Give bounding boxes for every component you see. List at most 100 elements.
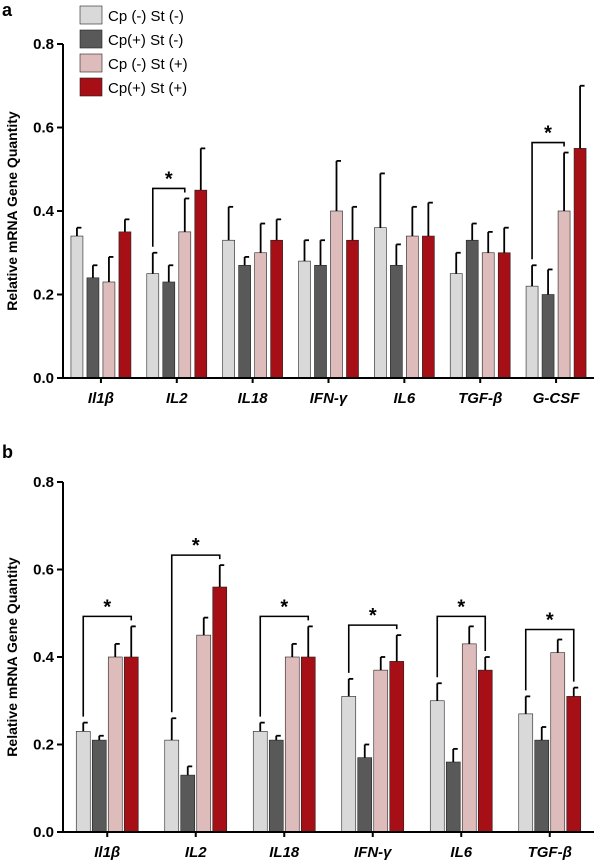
panel-b-bar-il6-s1	[429, 700, 445, 833]
panel-b-bar-tgf-s2	[534, 739, 550, 833]
panel-b-ytick-label: 0.4	[33, 649, 55, 666]
panel-a-bar-il1-s4	[118, 231, 132, 379]
panel-b-bar-il2-s3	[196, 634, 212, 833]
panel-b-bar-il18-s4	[300, 656, 316, 833]
panel-a-category-label-tgf: TGF-β	[458, 390, 502, 407]
legend-label-3: Cp (-) St (+)	[108, 56, 188, 73]
panel-a-y-axis-label: Relative mRNA Gene Quantity	[4, 111, 20, 311]
panel-b-significance-bracket	[259, 615, 310, 717]
panel-b-bar-ifn-s1	[341, 696, 357, 833]
panel-b-significance-label: *	[457, 596, 465, 618]
panel-a-bar-il18-s3	[254, 252, 267, 379]
panel-b-bar-tgf-s4	[566, 696, 582, 833]
panel-a-category-label-g-csf: G-CSF	[533, 390, 581, 407]
panel-b-bar-il1-s3	[107, 656, 123, 833]
panel-a-bar-il6-s4	[422, 235, 435, 379]
panel-a-bar-il2-s1	[146, 273, 160, 379]
panel-b-category-label-tgf: TGF-β	[528, 844, 572, 861]
panel-a-category-label-ifn: IFN-γ	[310, 390, 349, 407]
legend-swatch-1	[79, 5, 103, 25]
panel-b-significance-bracket	[436, 615, 487, 678]
panel-a-bar-il18-s4	[270, 239, 283, 379]
panel-b-category-label-il18: IL18	[269, 844, 300, 861]
panel-a-category-label-il6: IL6	[394, 390, 416, 407]
panel-a-bar-il2-s2	[162, 281, 176, 379]
legend-label-2: Cp(+) St (-)	[108, 32, 183, 49]
panel-a-bar-il6-s1	[374, 227, 387, 379]
panel-a-letter: a	[2, 0, 13, 20]
panel-b-bar-il1-s1	[75, 731, 91, 833]
panel-a-category-label-il18: IL18	[238, 390, 269, 407]
panel-a-bar-il6-s3	[406, 235, 419, 379]
panel-b-bar-il2-s1	[164, 739, 180, 833]
panel-b-bar-ifn-s3	[373, 669, 389, 833]
panel-b-bar-il18-s1	[252, 731, 268, 833]
panel-a-bar-g-csf-s1	[525, 285, 539, 379]
panel-b-bar-il6-s4	[477, 669, 493, 833]
panel-b-bar-il6-s2	[445, 761, 461, 833]
legend-swatch-4	[79, 77, 103, 97]
panel-b-significance-label: *	[103, 596, 111, 618]
legend-swatch-2	[79, 29, 103, 49]
panel-a-bar-il2-s4	[194, 189, 208, 379]
panel-a-bar-il2-s3	[178, 231, 192, 379]
panel-b-chart: 0.0 0.2 0.4 0.6 0.8 Relative mRNA Gene Quanti…	[4, 474, 594, 861]
panel-b-category-label-il2: IL2	[185, 844, 207, 861]
panel-a-bar-g-csf-s4	[573, 148, 587, 379]
panel-b-significance-label: *	[192, 535, 200, 557]
panel-b-significance-bracket	[170, 554, 221, 713]
panel-a-bar-g-csf-s3	[557, 210, 571, 379]
panel-b-significance-label: *	[280, 596, 288, 618]
panel-b-bar-il2-s2	[180, 774, 196, 833]
panel-a-ytick-label: 0.6	[33, 120, 54, 137]
panel-b-letter: b	[2, 442, 13, 462]
panel-a-bar-g-csf-s2	[541, 294, 555, 379]
panel-a-bar-il1-s3	[102, 281, 116, 379]
panel-b-significance-bracket	[82, 615, 133, 717]
panel-a-ytick-label: 0.2	[33, 287, 54, 304]
panel-b-significance-label: *	[369, 605, 377, 627]
panel-b-y-axis-label: Relative mRNA Gene Quantity	[4, 557, 20, 757]
panel-a-significance-bracket	[531, 141, 565, 260]
panel-a-bar-ifn-s4	[346, 239, 359, 379]
panel-b-bar-ifn-s2	[357, 757, 373, 833]
panel-a-bar-il6-s2	[390, 264, 403, 379]
panel-a-bar-il18-s1	[222, 239, 235, 379]
panel-b-significance-bracket	[347, 624, 398, 673]
legend: Cp (-) St (-) Cp(+) St (-) Cp (-) St (+) Cp…	[79, 5, 188, 97]
panel-b-significance-label: *	[546, 610, 554, 632]
panel-b-bar-il2-s4	[212, 586, 228, 833]
panel-a-significance-label: *	[165, 168, 173, 190]
panel-a-bar-tgf-s2	[465, 239, 479, 379]
panel-b-bar-il1-s4	[123, 656, 139, 833]
panel-b-ytick-label: 0.0	[33, 824, 54, 841]
panel-a-bar-ifn-s2	[314, 264, 327, 379]
panel-b-bar-tgf-s3	[550, 652, 566, 833]
legend-label-1: Cp (-) St (-)	[108, 8, 184, 25]
panel-a-bar-tgf-s1	[449, 273, 463, 379]
panel-b-category-label-ifn: IFN-γ	[354, 844, 393, 861]
panel-a-chart: 0.0 0.2 0.4 0.6 0.8 Relative mRNA Gene Quanti…	[4, 36, 594, 407]
panel-a-significance-label: *	[544, 123, 552, 145]
panel-a-ytick-label: 0.4	[33, 203, 55, 220]
panel-b-category-label-il6: IL6	[450, 844, 472, 861]
panel-a-bar-tgf-s3	[481, 252, 495, 379]
panel-a-bar-il1-s2	[86, 277, 100, 379]
panel-b-ytick-label: 0.2	[33, 737, 54, 754]
legend-swatch-3	[79, 53, 103, 73]
panel-b-bar-ifn-s4	[389, 661, 405, 833]
panel-a-bar-il18-s2	[238, 264, 251, 379]
panel-a-bar-tgf-s4	[497, 252, 511, 379]
panel-a-bar-il1-s1	[70, 235, 84, 379]
panel-b-bar-il1-s2	[91, 739, 107, 833]
panel-a-ytick-label: 0.8	[33, 36, 54, 53]
panel-a-ytick-label: 0.0	[33, 370, 54, 387]
panel-a-significance-bracket	[151, 187, 186, 247]
panel-a-category-label-il2: IL2	[166, 390, 188, 407]
panel-b-bar-il6-s3	[461, 643, 477, 833]
panel-b-bar-il18-s2	[268, 739, 284, 833]
panel-a-category-label-il1: Il1β	[88, 390, 114, 407]
panel-a-bar-ifn-s3	[330, 210, 343, 379]
panel-b-category-label-il1: Il1β	[94, 844, 120, 861]
